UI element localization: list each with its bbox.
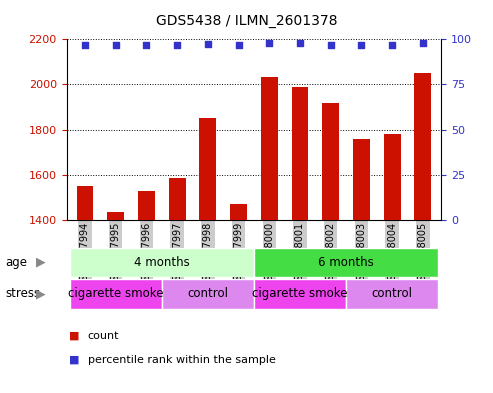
Bar	[261, 77, 278, 220]
Bar	[414, 73, 431, 220]
Bar	[291, 87, 309, 220]
Bar	[346, 279, 438, 309]
Bar	[254, 279, 346, 309]
Bar	[384, 134, 400, 220]
Bar	[162, 279, 254, 309]
Text: stress: stress	[5, 287, 40, 300]
Bar	[70, 248, 254, 277]
Bar	[230, 204, 247, 220]
Point	[388, 42, 396, 48]
Point	[173, 42, 181, 48]
Text: ■: ■	[69, 354, 79, 365]
Text: cigarette smoke: cigarette smoke	[252, 287, 348, 300]
Bar	[107, 212, 124, 220]
Point	[357, 42, 365, 48]
Text: GDS5438 / ILMN_2601378: GDS5438 / ILMN_2601378	[156, 14, 337, 28]
Text: ▶: ▶	[35, 255, 45, 269]
Bar	[169, 178, 185, 220]
Text: control: control	[372, 287, 413, 300]
Text: age: age	[5, 255, 27, 269]
Text: percentile rank within the sample: percentile rank within the sample	[88, 354, 276, 365]
Point	[265, 40, 273, 46]
Point	[204, 40, 212, 47]
Bar	[322, 103, 339, 220]
Point	[327, 42, 335, 48]
Bar	[353, 139, 370, 220]
Bar	[70, 279, 162, 309]
Bar	[199, 118, 216, 220]
Point	[419, 40, 427, 46]
Text: 4 months: 4 months	[134, 256, 190, 269]
Point	[81, 42, 89, 48]
Bar	[254, 248, 438, 277]
Text: ▶: ▶	[35, 287, 45, 300]
Bar	[76, 186, 94, 220]
Point	[296, 40, 304, 46]
Text: cigarette smoke: cigarette smoke	[68, 287, 164, 300]
Bar	[138, 191, 155, 220]
Point	[142, 42, 150, 48]
Text: count: count	[88, 331, 119, 341]
Text: 6 months: 6 months	[318, 256, 374, 269]
Point	[235, 42, 243, 48]
Text: control: control	[187, 287, 228, 300]
Text: ■: ■	[69, 331, 79, 341]
Point	[112, 42, 120, 48]
